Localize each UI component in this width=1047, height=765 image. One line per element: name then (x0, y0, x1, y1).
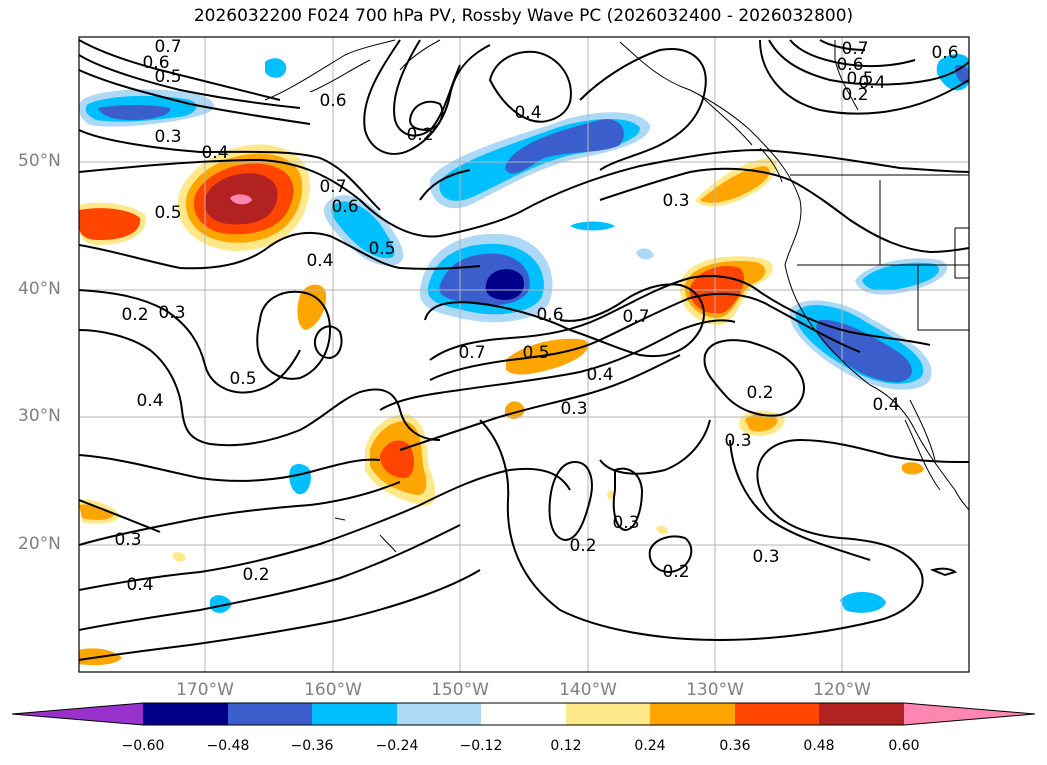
contour-label: 0.3 (662, 191, 689, 211)
colorbar-bin (819, 703, 904, 725)
contour-label: 0.2 (242, 565, 269, 585)
lon-label: 170°W (176, 680, 234, 700)
contour-label: 0.3 (612, 513, 639, 533)
contour-label: 0.2 (746, 383, 773, 403)
contour-label: 0.3 (724, 431, 751, 451)
colorbar-bin (481, 703, 566, 725)
colorbar-bin (397, 703, 481, 725)
lon-label: 160°W (304, 680, 362, 700)
contour-label: 0.3 (158, 303, 185, 323)
colorbar-tick-label: 0.12 (550, 738, 582, 754)
colorbar-tick-label: 0.48 (803, 738, 835, 754)
lat-label: 20°N (18, 534, 61, 554)
colorbar-low-extension (12, 703, 143, 725)
contour-label: 0.4 (306, 251, 333, 271)
colorbar (11, 702, 1036, 726)
colorbar-tick-label: −0.48 (206, 738, 250, 754)
colorbar-tick-label: 0.24 (634, 738, 666, 754)
colorbar-tick-label: −0.36 (290, 738, 334, 754)
contour-label: 0.7 (622, 307, 649, 327)
lat-label: 30°N (18, 406, 61, 426)
contour-label: 0.3 (560, 399, 587, 419)
colorbar-bin (143, 703, 228, 725)
contour-label: 0.3 (752, 547, 779, 567)
contour-label: 0.5 (154, 203, 181, 223)
contour-label: 0.3 (154, 127, 181, 147)
colorbar-outline (11, 702, 1036, 726)
contour-label: 0.4 (586, 365, 613, 385)
colorbar-bin (735, 703, 819, 725)
contour-label: 0.2 (841, 85, 868, 105)
contour-label: 0.4 (126, 575, 153, 595)
lon-label: 140°W (559, 680, 617, 700)
contour-label: 0.7 (458, 343, 485, 363)
contour-label: 0.6 (142, 53, 169, 73)
colorbar-high-extension (904, 703, 1035, 725)
contour-label: 0.6 (836, 55, 863, 75)
map-title: 2026032200 F024 700 hPa PV, Rossby Wave … (193, 6, 854, 26)
coastlines (264, 39, 969, 577)
contour-label: 0.2 (569, 536, 596, 556)
colorbar-bin (228, 703, 312, 725)
contour-label: 0.4 (872, 395, 899, 415)
contour-label: 0.6 (319, 91, 346, 111)
lon-label: 150°W (431, 680, 489, 700)
negative-anomaly-regions (79, 54, 969, 613)
contour-label: 0.5 (522, 343, 549, 363)
contour-label: 0.6 (931, 43, 958, 63)
gridlines (79, 37, 969, 672)
lon-label: 130°W (686, 680, 744, 700)
colorbar-tick-label: 0.36 (719, 738, 751, 754)
contour-label: 0.7 (841, 39, 868, 59)
contour-label: 0.6 (331, 197, 358, 217)
contour-label: 0.7 (319, 177, 346, 197)
colorbar-bin (566, 703, 650, 725)
contour-label: 0.2 (662, 562, 689, 582)
contour-label: 0.6 (536, 305, 563, 325)
lat-label: 40°N (18, 279, 61, 299)
colorbar-tick-label: −0.24 (375, 738, 419, 754)
contour-label: 0.5 (846, 69, 873, 89)
contour-label: 0.3 (114, 530, 141, 550)
colorbar-bin (650, 703, 735, 725)
contour-label: 0.4 (136, 391, 163, 411)
contour-label: 0.4 (201, 143, 228, 163)
contour-label: 0.2 (406, 125, 433, 145)
contour-label: 0.2 (121, 305, 148, 325)
colorbar-tick-label: −0.12 (459, 738, 503, 754)
colorbar-tick-label: −0.60 (121, 738, 165, 754)
map-frame (78, 36, 970, 673)
contour-label: 0.5 (154, 67, 181, 87)
contour-labels: 0.7 0.6 0.5 0.6 0.2 0.4 0.3 0.4 0.7 0.6 … (114, 37, 958, 595)
colorbar-bin (312, 703, 397, 725)
pv-anomaly-shading (79, 54, 969, 666)
colorbar-tick-label: 0.60 (888, 738, 920, 754)
lon-label: 120°W (813, 680, 871, 700)
contour-label: 0.4 (858, 73, 885, 93)
lat-label: 50°N (18, 151, 61, 171)
contour-label: 0.4 (514, 103, 541, 123)
contour-label: 0.5 (368, 239, 395, 259)
contour-label: 0.7 (154, 37, 181, 57)
contour-label: 0.5 (229, 369, 256, 389)
pv-contours (79, 39, 969, 661)
